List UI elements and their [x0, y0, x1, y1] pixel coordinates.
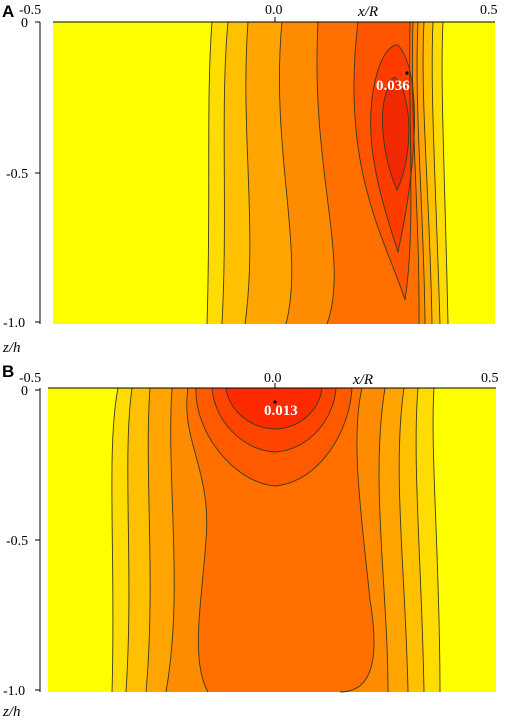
panel-a-peak-marker	[405, 71, 409, 75]
panel-a: A 0.036	[2, 2, 498, 356]
panel-a-peak-label: 0.036	[376, 78, 410, 94]
panel-b-contour-line	[211, 387, 337, 453]
panel-a-contour-line	[404, 21, 412, 301]
panel-a-x-tick-left: -0.5	[19, 3, 41, 18]
panel-b-contour-line	[398, 387, 409, 693]
panel-b-contour-line	[145, 387, 151, 693]
panel-b-contour-line	[195, 387, 353, 487]
panel-b-contour-line	[186, 387, 209, 693]
panel-a-contour-line	[278, 21, 293, 325]
panel-a-contour-line	[244, 21, 251, 325]
panel-b-contour-line	[225, 387, 323, 430]
panel-b-contour-line	[339, 387, 375, 693]
panel-a-x-axis-title: x/R	[357, 4, 378, 20]
panel-a-y-axis-title: z/h	[2, 340, 21, 356]
panel-b-x-tick-left: -0.5	[19, 371, 41, 386]
panel-a-tick-marks	[35, 17, 276, 323]
panel-b: B 0.013	[2, 362, 499, 720]
panel-a-contour-line	[382, 77, 410, 192]
panel-b-letter: B	[2, 362, 14, 381]
panel-a-contour-line	[221, 21, 229, 325]
panel-a-x-tick-right: 0.5	[480, 3, 498, 18]
panel-a-contour-line	[206, 21, 213, 325]
panel-a-x-tick-center: 0.0	[265, 3, 283, 18]
panel-b-contour-line	[125, 387, 133, 693]
panel-b-contour-fill	[48, 388, 496, 692]
panel-a-contour-fill	[53, 22, 495, 324]
panel-b-x-axis-title: x/R	[352, 372, 373, 388]
panel-a-level-8	[382, 77, 409, 190]
panel-b-contour-line	[378, 387, 389, 693]
panel-a-letter: A	[2, 2, 14, 21]
panel-a-contour-line	[353, 21, 406, 301]
panel-b-y-tick-bottom: -1.0	[3, 684, 25, 699]
panel-b-contour-line	[415, 387, 425, 693]
panel-b-level-8	[226, 388, 322, 429]
panel-b-peak-label: 0.013	[264, 403, 298, 419]
panel-b-y-tick-mid: -0.5	[6, 534, 28, 549]
panel-b-contour-line	[111, 387, 119, 693]
panel-b-x-tick-center: 0.0	[264, 371, 282, 386]
panel-a-contour-line	[370, 44, 415, 254]
panel-a-contour-line	[411, 21, 420, 325]
panel-b-contour-lines	[111, 387, 441, 693]
panel-a-contour-line	[416, 21, 426, 325]
panel-b-y-tick-top: 0	[21, 384, 28, 399]
panel-a-y-tick-mid: -0.5	[6, 167, 28, 182]
panel-a-contour-line	[422, 21, 433, 325]
panel-a-contour-line	[441, 21, 449, 325]
panel-b-x-tick-right: 0.5	[481, 371, 499, 386]
panel-b-peak-marker	[273, 400, 277, 404]
panel-a-y-tick-bottom: -1.0	[3, 316, 25, 331]
panel-a-y-tick-top: 0	[21, 16, 28, 31]
panel-a-contour-line	[431, 21, 441, 325]
panel-b-tick-marks	[35, 383, 276, 691]
panel-b-contour-line	[165, 387, 175, 693]
panel-b-contour-line	[432, 387, 441, 693]
panel-a-contour-line	[316, 21, 335, 325]
panel-a-contour-lines	[206, 21, 449, 325]
panel-b-y-axis-title: z/h	[2, 704, 21, 720]
